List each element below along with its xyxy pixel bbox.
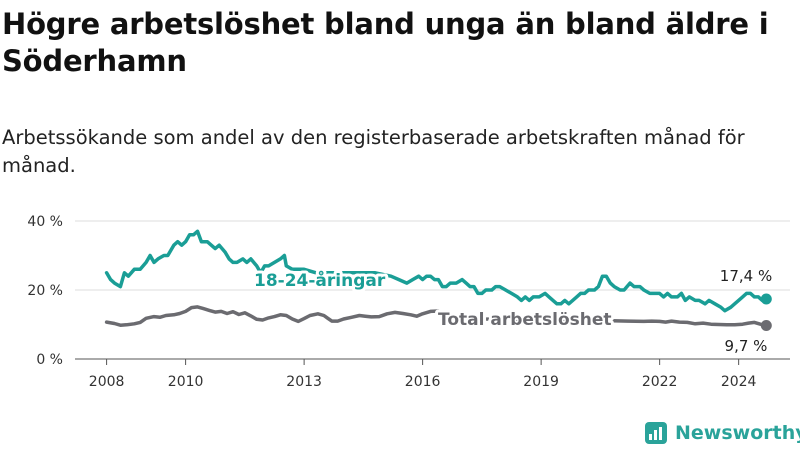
x-tick-label: 2019 [523, 374, 559, 390]
series-line-youth [104, 229, 769, 313]
y-tick-label: 20 % [27, 283, 63, 299]
brand-name: Newsworthy [675, 422, 800, 444]
bar-chart-icon [645, 422, 667, 444]
x-tick-label: 2022 [642, 374, 678, 390]
end-value-label-youth: 17,4 % [720, 267, 772, 285]
end-value-label-total: 9,7 % [725, 337, 768, 355]
x-tick-label: 2008 [89, 374, 125, 390]
grid-lines [75, 220, 790, 291]
series-line-total [104, 305, 769, 328]
series-label-youth: 18-24-åringar [254, 269, 386, 291]
series-label-total: Total arbetslöshet [438, 310, 612, 330]
chart-subtitle: Arbetssökande som andel av den registerb… [2, 126, 745, 177]
y-tick-label: 40 % [27, 214, 63, 230]
line-chart: 0 %20 %40 %2008 2010 2013 2016 2019 2022 2024 … [27, 214, 790, 390]
series-lines [104, 229, 772, 332]
x-tick-label: 2013 [286, 374, 322, 390]
x-tick-label: 2010 [168, 374, 204, 390]
chart-title: Högre arbetslöshet bland unga än bland ä… [2, 7, 769, 78]
end-point-youth [760, 293, 772, 305]
y-tick-label: 0 % [36, 352, 63, 368]
series-label-youth-halo: 18-24-åringar [254, 269, 386, 291]
x-tick-label: 2024 [721, 374, 757, 390]
series-label-total-halo: Total arbetslöshet [438, 310, 612, 330]
axes: 0 % 20 % 40 % 2008 2010 2013 2016 2019 2022 2024 [27, 214, 790, 390]
newsworthy-logo: Newsworthy [645, 420, 800, 446]
x-tick-label: 2016 [405, 374, 441, 390]
end-point-total [760, 320, 772, 332]
